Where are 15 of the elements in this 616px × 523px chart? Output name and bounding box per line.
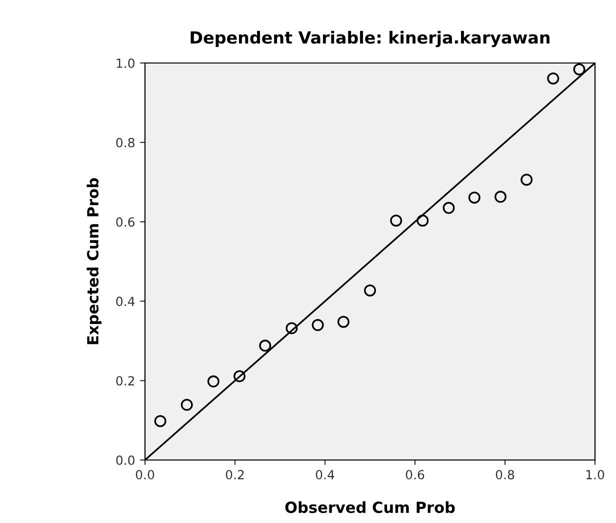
x-tick-label: 0.0 [136,470,154,480]
y-tick-label: 0.4 [116,296,135,306]
y-tick-label: 0.8 [116,138,134,148]
x-axis-title: Observed Cum Prob [285,501,455,514]
y-tick-label: 0.0 [116,455,134,465]
x-tick-label: 0.8 [496,470,514,480]
x-tick-label: 1.0 [586,470,604,480]
y-tick-label: 1.0 [116,58,134,68]
x-tick-label: 0.2 [226,470,244,480]
x-tick-label: 0.6 [406,470,424,480]
y-tick-label: 0.6 [116,217,134,227]
y-tick-label: 0.2 [116,376,134,386]
chart-title: Dependent Variable: kinerja.karyawan [190,30,550,48]
y-axis-title: Expected Cum Prob [86,178,102,344]
x-tick-label: 0.4 [316,470,334,480]
